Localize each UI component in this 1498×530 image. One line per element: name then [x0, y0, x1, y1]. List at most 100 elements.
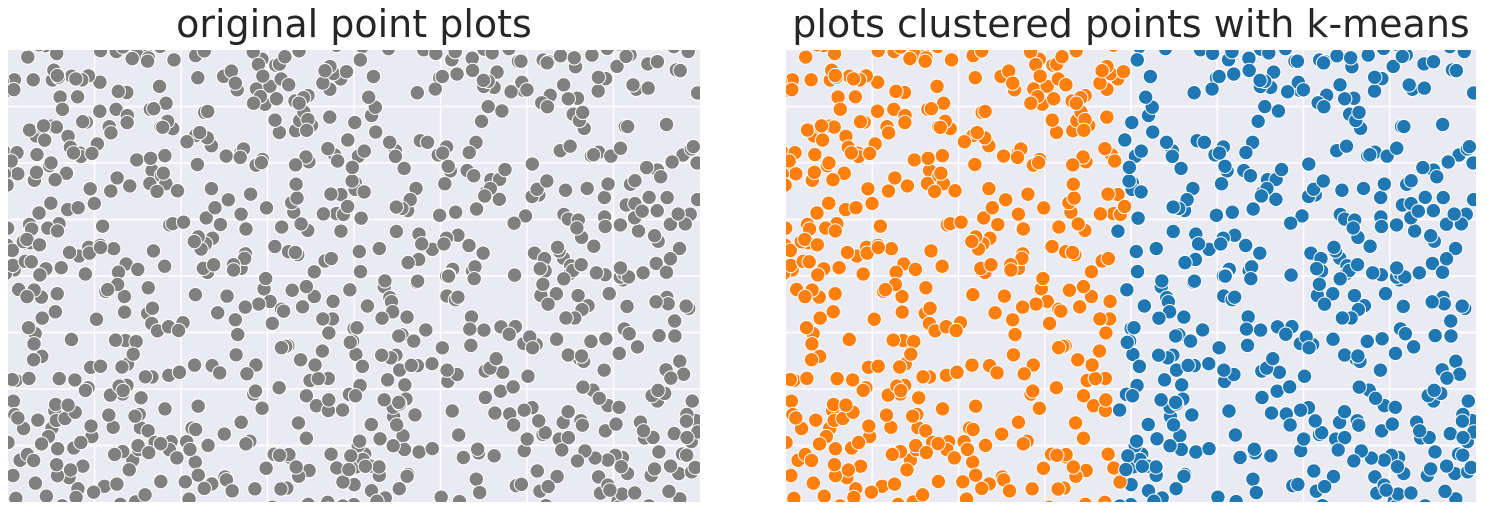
- scatter-point: [505, 417, 522, 433]
- scatter-cluster-0-point: [904, 408, 921, 424]
- scatter-point: [110, 83, 126, 100]
- scatter-cluster-0-point: [1024, 481, 1040, 497]
- scatter-cluster-1-point: [1238, 321, 1255, 337]
- scatter-point: [672, 491, 688, 502]
- scatter-cluster-0-point: [826, 119, 842, 135]
- scatter-cluster-0-point: [861, 145, 878, 162]
- scatter-cluster-1-point: [1443, 328, 1459, 344]
- scatter-cluster-0-point: [1068, 95, 1084, 111]
- scatter-point: [666, 313, 683, 329]
- scatter-cluster-1-point: [1424, 255, 1441, 272]
- scatter-cluster-0-point: [1070, 216, 1086, 232]
- scatter-point: [77, 266, 94, 282]
- scatter-cluster-0-point: [1015, 436, 1031, 452]
- scatter-point: [555, 77, 572, 93]
- scatter-point: [391, 328, 407, 344]
- scatter-cluster-1-point: [1227, 427, 1244, 443]
- scatter-cluster-1-point: [1405, 339, 1422, 355]
- scatter-point: [611, 399, 627, 416]
- scatter-point: [107, 332, 124, 348]
- scatter-point: [103, 125, 119, 141]
- scatter-point: [8, 177, 15, 193]
- scatter-point: [251, 296, 267, 312]
- scatter-cluster-0-point: [933, 165, 949, 181]
- scatter-cluster-1-point: [1151, 310, 1167, 326]
- original-points-scatter-plot: [8, 50, 700, 502]
- scatter-cluster-1-point: [1376, 452, 1392, 468]
- scatter-point: [170, 322, 187, 339]
- scatter-cluster-1-point: [1131, 358, 1148, 375]
- scatter-cluster-0-point: [1025, 383, 1041, 399]
- scatter-point: [116, 288, 133, 305]
- scatter-point: [414, 236, 430, 252]
- scatter-point: [584, 50, 600, 63]
- scatter-point: [55, 498, 69, 502]
- scatter-cluster-0-point: [1041, 315, 1058, 332]
- scatter-cluster-1-point: [1443, 313, 1459, 329]
- scatter-cluster-1-point: [1455, 447, 1471, 463]
- scatter-cluster-0-point: [922, 300, 938, 316]
- scatter-cluster-1-point: [1336, 347, 1353, 363]
- scatter-point: [58, 165, 75, 181]
- scatter-point: [560, 91, 576, 107]
- scatter-cluster-0-point: [826, 456, 843, 473]
- scatter-cluster-0-point: [861, 418, 877, 434]
- scatter-cluster-0-point: [984, 200, 1001, 216]
- scatter-cluster-0-point: [1092, 311, 1108, 327]
- scatter-cluster-0-point: [808, 412, 824, 428]
- scatter-point: [151, 78, 168, 95]
- scatter-point: [209, 305, 226, 321]
- scatter-cluster-1-point: [1332, 77, 1348, 93]
- scatter-cluster-1-point: [1167, 394, 1184, 411]
- scatter-point: [424, 440, 440, 457]
- scatter-point: [407, 407, 423, 423]
- scatter-point: [491, 191, 508, 208]
- scatter-point: [298, 149, 314, 165]
- scatter-point: [192, 124, 208, 141]
- scatter-cluster-0-point: [902, 50, 918, 67]
- scatter-cluster-1-point: [1221, 403, 1237, 419]
- scatter-cluster-0-point: [864, 195, 880, 212]
- scatter-point: [322, 109, 338, 125]
- scatter-cluster-1-point: [1425, 53, 1442, 70]
- scatter-cluster-1-point: [1257, 98, 1273, 115]
- scatter-point: [630, 223, 647, 239]
- scatter-cluster-1-point: [1252, 322, 1269, 338]
- scatter-cluster-1-point: [1316, 478, 1333, 495]
- scatter-cluster-0-point: [1009, 149, 1026, 166]
- scatter-cluster-1-point: [1253, 188, 1270, 204]
- scatter-cluster-0-point: [1066, 190, 1082, 206]
- scatter-point: [342, 334, 358, 351]
- scatter-point: [34, 310, 50, 326]
- scatter-point: [461, 144, 477, 161]
- scatter-cluster-1-point: [1384, 416, 1401, 432]
- scatter-point: [351, 433, 368, 449]
- scatter-point: [427, 81, 443, 97]
- scatter-point: [177, 474, 194, 490]
- scatter-cluster-1-point: [1129, 263, 1146, 280]
- scatter-point: [380, 50, 397, 57]
- scatter-point: [315, 311, 331, 327]
- scatter-cluster-1-point: [1289, 53, 1306, 69]
- scatter-cluster-0-point: [883, 241, 900, 257]
- scatter-cluster-0-point: [809, 205, 825, 221]
- scatter-point: [8, 242, 21, 259]
- scatter-point: [284, 282, 300, 298]
- scatter-cluster-1-point: [1211, 340, 1227, 356]
- scatter-point: [698, 169, 700, 178]
- scatter-point: [224, 483, 240, 499]
- scatter-cluster-0-point: [885, 332, 901, 348]
- scatter-point: [434, 145, 451, 161]
- scatter-cluster-1-point: [1252, 72, 1268, 89]
- scatter-cluster-0-point: [1046, 91, 1062, 107]
- scatter-cluster-0-point: [1032, 68, 1048, 84]
- scatter-point: [307, 357, 323, 373]
- scatter-point: [368, 124, 384, 140]
- scatter-cluster-0-point: [827, 223, 844, 239]
- scatter-cluster-1-point: [1425, 202, 1442, 219]
- scatter-cluster-0-point: [943, 52, 960, 68]
- scatter-cluster-1-point: [1325, 331, 1341, 347]
- scatter-point: [503, 84, 519, 100]
- scatter-cluster-0-point: [1115, 63, 1132, 80]
- scatter-cluster-1-point: [1263, 405, 1280, 421]
